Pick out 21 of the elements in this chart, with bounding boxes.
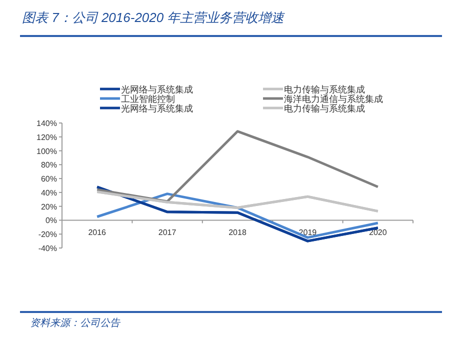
legend-label: 海洋电力通信与系统集成 — [284, 94, 383, 104]
y-tick-label: 20% — [40, 202, 57, 212]
legend-label: 光网络与系统集成 — [121, 84, 193, 94]
y-tick-label: -20% — [38, 230, 57, 240]
text: 资料来源：公司公告 — [30, 317, 121, 329]
legend-label: 光网络与系统集成 — [121, 104, 193, 114]
y-tick-label: 40% — [40, 188, 57, 198]
y-tick-label: 140% — [36, 119, 57, 128]
legend-label: 电力传输与系统集成 — [284, 104, 365, 114]
y-tick-label: -40% — [38, 244, 57, 253]
x-tick-label: 2017 — [158, 228, 177, 238]
x-tick-label: 2018 — [228, 228, 247, 238]
y-tick-label: 80% — [40, 160, 57, 170]
y-tick-label: 120% — [36, 132, 57, 142]
y-tick-label: 100% — [36, 146, 57, 156]
y-tick-label: 60% — [40, 174, 57, 184]
legend-label: 工业智能控制 — [121, 94, 175, 104]
y-tick-label: 0% — [45, 216, 57, 226]
title: 图表 7：公司 2016-2020 年主营业务营收增速 — [22, 10, 284, 25]
x-tick-label: 2016 — [88, 228, 107, 238]
legend-label: 电力传输与系统集成 — [284, 84, 365, 94]
